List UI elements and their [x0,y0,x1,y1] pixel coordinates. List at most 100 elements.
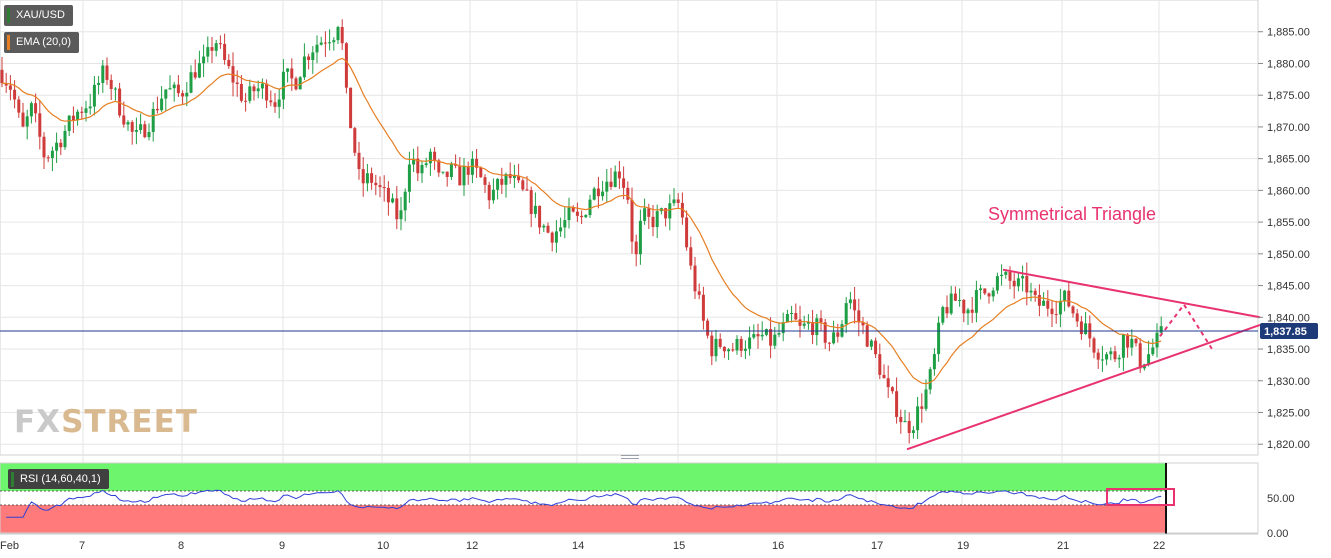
candle-body [538,205,542,228]
candle-body [932,354,936,370]
candle-body [403,191,407,211]
candle-body [298,77,302,90]
ema-badge[interactable]: EMA (20,0) [4,32,80,53]
candle-body [248,86,252,101]
candle-body [588,199,592,216]
candle-body [185,92,189,97]
candle-body [836,332,840,337]
candle-body [273,102,277,107]
candle-body [475,158,479,168]
candle-body [979,288,983,291]
candle-body [731,349,735,351]
candle-body [307,56,311,60]
candle-body [319,42,323,45]
x-tick-label: 21 [1057,540,1069,552]
candle-body [189,72,193,93]
candle-body [672,199,676,204]
candle-body [790,313,794,315]
candle-body [710,335,714,357]
candle-body [647,208,651,217]
y-tick-label: 1,880.00 [1267,58,1310,70]
candle-body [773,334,777,346]
candle-body [550,232,554,243]
candle-body [617,171,621,179]
candle-body [504,174,508,185]
candle-body [412,158,416,165]
candle-body [164,89,168,99]
candle-body [1033,290,1037,296]
candle-body [748,337,752,349]
candle-body [764,329,768,335]
candle-body [895,391,899,417]
candle-body [563,220,567,228]
candle-body [302,56,306,78]
candle-body [42,136,46,158]
y-tick-label: 1,885.00 [1267,27,1310,39]
candle-body [827,342,831,344]
candle-body [38,113,42,137]
candle-body [1134,338,1138,344]
candle-body [584,215,588,218]
candle-body [580,215,584,218]
candle-body [638,220,642,255]
rsi-badge[interactable]: RSI (14,60,40,1) [8,469,109,489]
candle-body [449,164,453,177]
candle-body [1130,338,1134,348]
candle-body [55,142,59,151]
candle-body [853,299,857,311]
rsi-label: RSI (14,60,40,1) [20,473,101,485]
candle-body [706,320,710,336]
candle-body [575,211,579,216]
candle-body [105,65,109,80]
candle-body [886,378,890,388]
candle-body [466,166,470,175]
candle-body [218,43,222,45]
x-tick-label: Feb [0,540,19,552]
candle-body [668,203,672,219]
candle-body [869,340,873,347]
candle-body [496,178,500,190]
candle-body [517,175,521,181]
triangle-pattern-layer [906,268,1261,451]
candle-body [244,100,248,102]
candle-body [634,241,638,255]
candle-body [559,227,563,232]
y-tick-label: 1,875.00 [1267,90,1310,102]
candle-body [655,211,659,228]
x-tick-label: 19 [957,540,969,552]
candle-body [361,169,365,184]
candle-body [382,187,386,189]
candle-body [286,68,290,72]
candle-body [172,84,176,89]
candle-body [1050,308,1054,315]
panel-resize-handle[interactable] [621,455,639,461]
candle-body [991,290,995,297]
candle-body [1046,300,1050,309]
candle-body [1037,295,1041,306]
candle-body [126,122,130,125]
candle-body [676,199,680,203]
candle-body [370,173,374,183]
candle-body [395,198,399,220]
y-tick-label: 1,835.00 [1267,344,1310,356]
candle-body [67,115,71,131]
candle-body [500,178,504,185]
candle-body [378,185,382,188]
symbol-badge[interactable]: XAU/USD [4,5,73,26]
candle-body [235,82,239,84]
candle-body [365,173,369,184]
candle-body [1025,275,1029,293]
candle-body [907,420,911,434]
candle-body [680,202,684,218]
candle-body [622,178,626,188]
candle-body [437,160,441,173]
x-tick-label: 14 [572,540,584,552]
ema-line-layer [1,57,1162,385]
x-tick-label: 9 [279,540,285,552]
candle-body [1155,332,1159,348]
candle-body [756,334,760,337]
candle-body [1067,290,1071,307]
ema-line [1,57,1162,385]
candle-body [630,199,634,242]
